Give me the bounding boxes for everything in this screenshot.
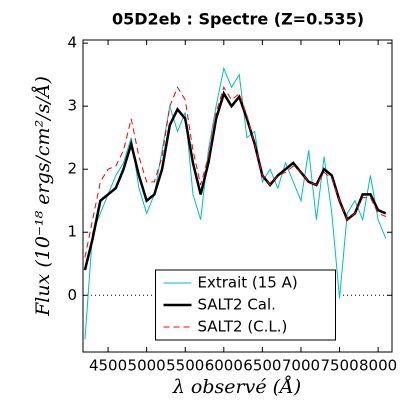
x-tick-label: 8000 xyxy=(359,357,397,375)
x-axis-label: λ observé (Å) xyxy=(172,376,301,398)
y-tick-label: 1 xyxy=(67,223,77,241)
y-tick-label: 2 xyxy=(67,160,77,178)
x-tick-label: 6000 xyxy=(205,357,243,375)
x-tick-label: 6500 xyxy=(243,357,281,375)
chart-title: 05D2eb : Spectre (Z=0.535) xyxy=(112,10,364,29)
y-tick-label: 4 xyxy=(67,34,77,52)
x-tick-label: 5500 xyxy=(166,357,204,375)
y-tick-label: 0 xyxy=(67,286,77,304)
y-tick-label: 3 xyxy=(67,97,77,115)
x-tick-label: 7000 xyxy=(282,357,320,375)
x-tick-label: 4500 xyxy=(89,357,127,375)
series-line xyxy=(84,86,387,258)
legend-label: Extrait (15 A) xyxy=(198,274,298,292)
y-axis-label: Flux (10⁻¹⁸ ergs/cm²/s/Å) xyxy=(32,76,54,317)
legend-label: SALT2 (C.L.) xyxy=(198,318,288,336)
x-tick-label: 5000 xyxy=(128,357,166,375)
legend-label: SALT2 Cal. xyxy=(198,296,276,314)
x-tick-label: 7500 xyxy=(320,357,358,375)
plot-frame xyxy=(82,39,393,353)
series-line xyxy=(83,90,387,271)
